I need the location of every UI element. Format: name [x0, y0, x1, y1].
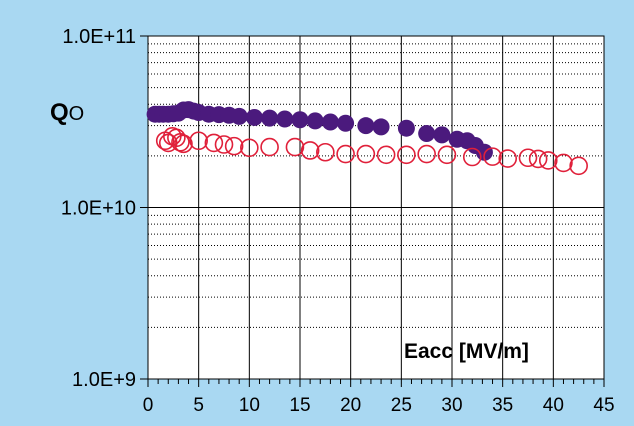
y-axis-label-sub: O	[69, 103, 85, 125]
data-point-open	[569, 156, 588, 176]
data-point-filled	[337, 114, 355, 132]
x-tick-label: 30	[441, 395, 462, 416]
y-axis-label: QO	[50, 99, 84, 126]
data-point-open	[189, 131, 208, 151]
x-tick-label: 35	[492, 395, 513, 416]
data-point-open	[316, 142, 335, 162]
x-tick-label: 0	[143, 395, 154, 416]
x-axis-label: Eacc [MV/m]	[404, 340, 529, 363]
data-point-filled	[261, 109, 279, 127]
data-point-open	[336, 144, 355, 164]
data-point-open	[174, 134, 193, 154]
data-point-open	[214, 135, 234, 154]
data-point-open	[204, 133, 224, 153]
data-point-open	[300, 141, 320, 160]
data-point-open	[483, 147, 502, 166]
data-point-filled	[245, 108, 263, 126]
data-point-open	[356, 144, 376, 164]
x-tick-label: 40	[543, 395, 564, 416]
x-tick-label: 20	[340, 395, 361, 416]
y-tick-label: 1.0E+11	[62, 26, 136, 48]
x-tick-label: 15	[289, 395, 310, 416]
data-point-filled	[418, 125, 436, 143]
data-point-open	[437, 145, 457, 165]
data-point-filled	[321, 113, 339, 131]
data-point-open	[376, 145, 396, 165]
y-tick-labels: 1.0E+9 1.0E+10 1.0E+11	[61, 26, 136, 391]
data-point-filled	[230, 107, 248, 125]
data-point-filled	[397, 119, 415, 137]
data-point-open	[538, 151, 558, 170]
y-tick-label: 1.0E+10	[61, 198, 136, 220]
data-point-open	[462, 147, 482, 167]
x-tick-labels: 0 5 10 15 20 25 30 35 40 45	[143, 395, 615, 416]
data-points	[146, 101, 588, 176]
data-point-open	[240, 138, 259, 158]
x-tick-label: 10	[239, 395, 260, 416]
data-point-open	[417, 144, 436, 164]
y-tick-label: 1.0E+9	[72, 369, 136, 391]
x-tick-label: 5	[193, 395, 204, 416]
data-point-open	[397, 145, 416, 165]
data-point-filled	[357, 117, 375, 135]
x-tick-label: 25	[391, 395, 412, 416]
data-point-open	[224, 136, 244, 156]
y-axis-label-main: Q	[50, 99, 69, 126]
data-point-filled	[433, 126, 451, 144]
data-point-open	[528, 149, 548, 169]
data-point-open	[171, 132, 190, 152]
data-point-open	[554, 153, 573, 173]
data-point-filled	[276, 110, 294, 128]
data-point-filled	[291, 111, 309, 129]
x-tick-label: 45	[593, 395, 614, 416]
data-point-filled	[306, 112, 324, 130]
data-point-open	[260, 137, 279, 157]
data-point-open	[285, 137, 305, 157]
data-point-open	[167, 128, 186, 148]
data-point-filled	[372, 118, 390, 136]
data-point-open	[498, 149, 518, 168]
data-point-open	[518, 148, 538, 168]
